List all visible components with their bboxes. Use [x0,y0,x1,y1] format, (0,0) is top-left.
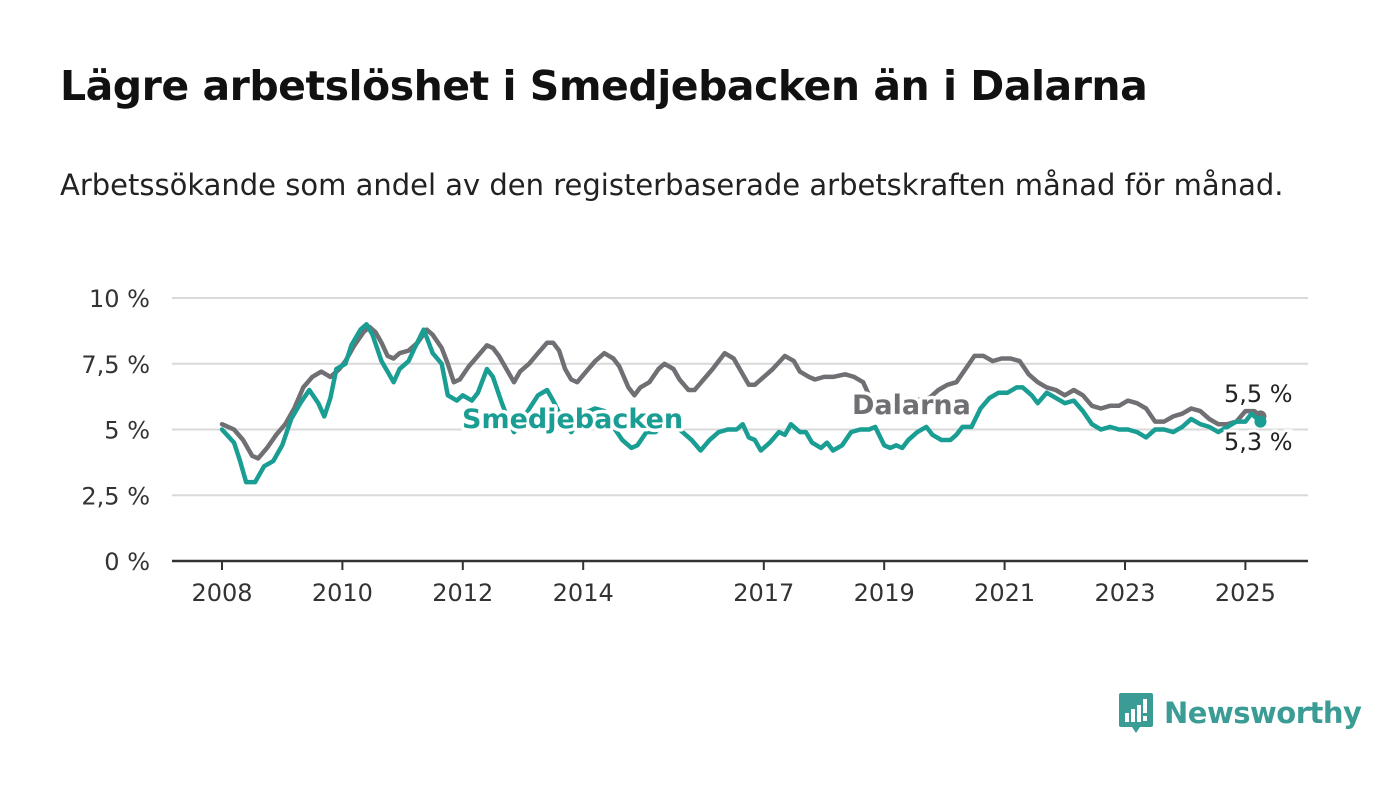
series-label-smedjebacken: Smedjebacken [462,404,683,435]
x-tick-label: 2010 [312,579,373,607]
x-tick-label: 2019 [854,579,915,607]
y-tick-label: 7,5 % [81,351,150,379]
chart-subtitle: Arbetssökande som andel av den registerb… [60,168,1284,202]
x-tick-label: 2014 [553,579,614,607]
x-tick-label: 2012 [432,579,493,607]
chart-title: Lägre arbetslöshet i Smedjebacken än i D… [60,62,1148,110]
brand-name: Newsworthy [1164,696,1362,730]
x-axis-ticks: 2008 2010 2012 2014 2017 2019 2021 2023 2025 [191,561,1276,607]
series-lines [219,322,1267,485]
x-tick-label: 2008 [191,579,252,607]
series-labels: Smedjebacken Dalarna 5,5 % 5,3 % [459,377,1296,459]
series-line-smedjebacken [219,322,1263,485]
series-end-point-smedjebacken [1254,415,1267,428]
series-line-dalarna [219,324,1263,461]
y-axis-ticks: 0 % 2,5 % 5 % 7,5 % 10 % [81,285,150,576]
end-value-label-dalarna: 5,5 % [1224,380,1293,408]
series-label-dalarna: Dalarna [852,390,971,421]
x-tick-label: 2025 [1215,579,1276,607]
newsworthy-logo-icon [1119,693,1153,733]
brand-logo: Newsworthy [1118,690,1362,736]
y-tick-label: 2,5 % [81,482,150,510]
y-tick-label: 0 % [104,548,150,576]
y-tick-label: 10 % [89,285,150,313]
x-tick-label: 2023 [1094,579,1155,607]
x-tick-label: 2021 [974,579,1035,607]
x-tick-label: 2017 [733,579,794,607]
end-value-label-smedjebacken: 5,3 % [1224,428,1293,456]
y-tick-label: 5 % [104,417,150,445]
